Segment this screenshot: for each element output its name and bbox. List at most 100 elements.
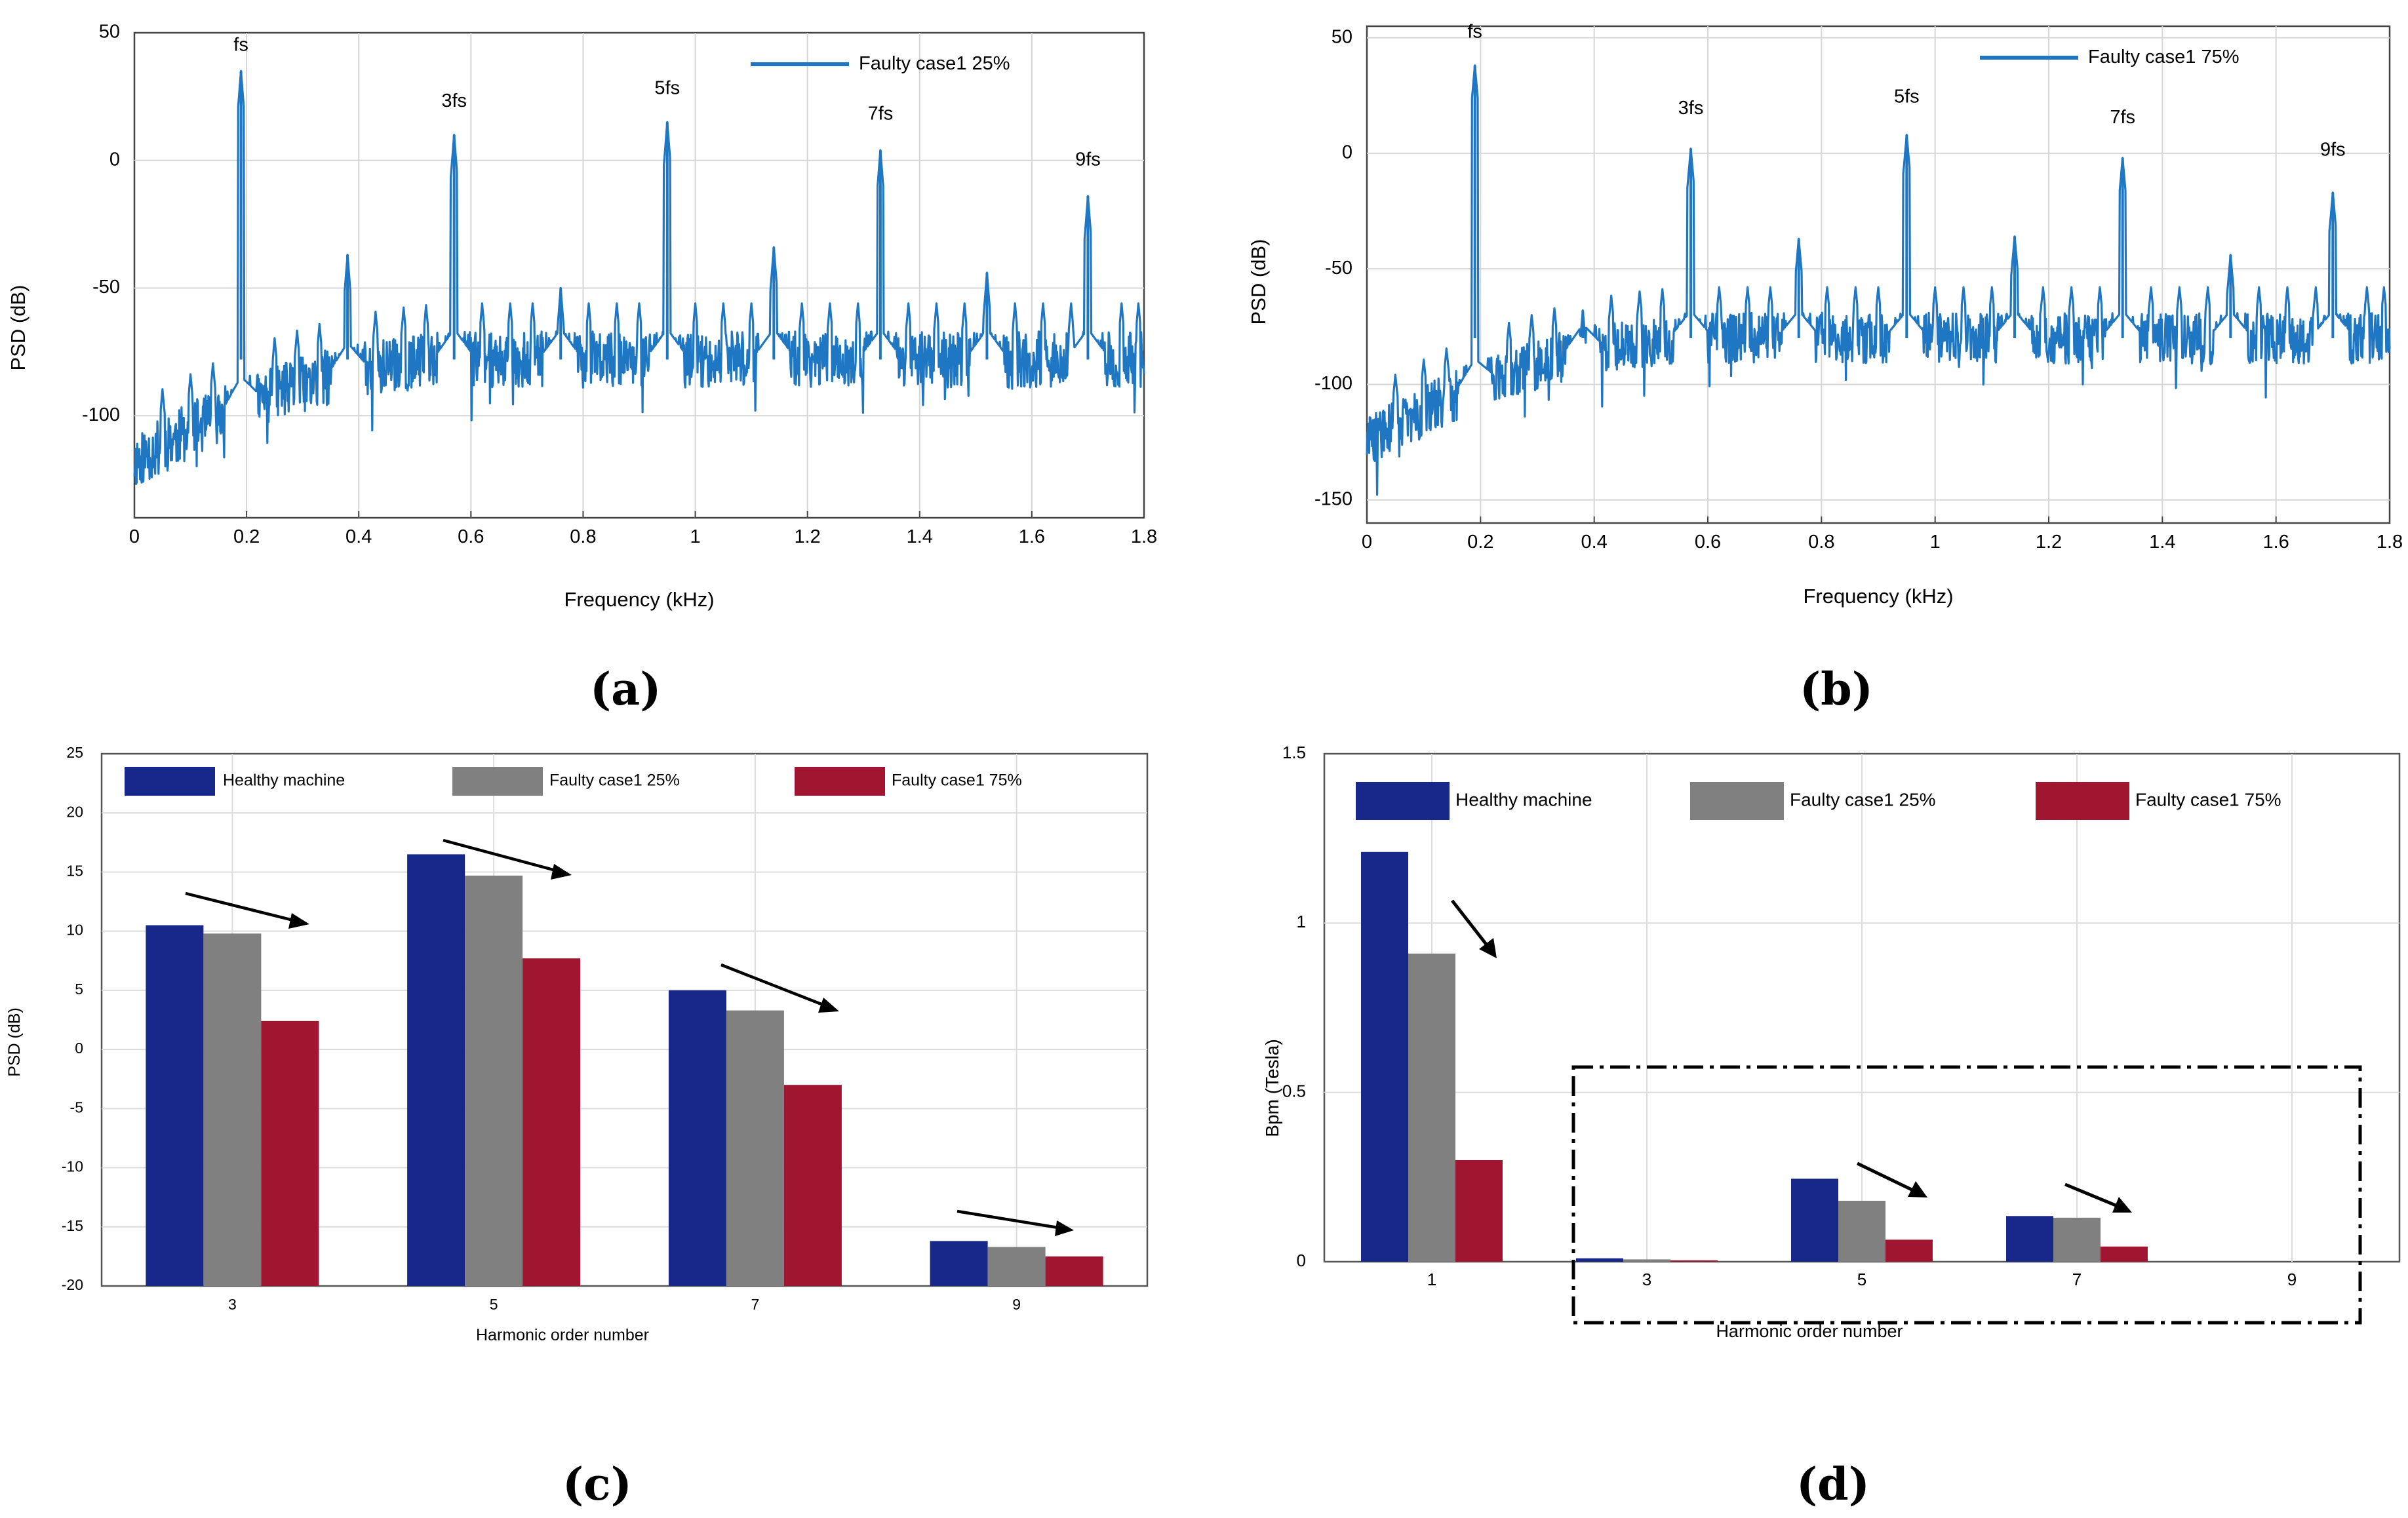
bar-faulty-case1-25--h3	[203, 933, 262, 1286]
trend-arrowhead	[288, 913, 309, 929]
y-tick-label: 5	[75, 981, 83, 998]
trend-arrowhead	[551, 864, 572, 880]
y-tick-label: 50	[1332, 26, 1352, 47]
legend: Healthy machine Faulty case1 25% Faulty …	[1356, 782, 2281, 820]
x-tick-label: 0	[1362, 532, 1372, 553]
legend-swatch	[125, 767, 215, 796]
panel-a-psd-25: 0 0.2 0.4 0.6 0.8 1 1.2 1.4 1.6 1.8 50 0 -50 -100 fs 3…	[7, 22, 1157, 716]
x-tick-label: 1.6	[1019, 526, 1045, 547]
bar-faulty-case1-75--h3	[1670, 1260, 1718, 1262]
y-axis-label: Bpm (Tesla)	[1262, 1039, 1282, 1137]
x-tick-label: 0.4	[345, 526, 372, 547]
trend-arrow	[720, 963, 829, 1009]
legend-label: Faulty case1 75%	[892, 771, 1022, 790]
x-tick-label: 1.2	[2036, 532, 2062, 553]
x-tick-label: 1.4	[2149, 532, 2175, 553]
bar-healthy-machine-h1	[1361, 851, 1408, 1262]
legend-label: Faulty case1 25%	[549, 771, 680, 790]
y-tick-label: 1	[1297, 912, 1306, 931]
bar-faulty-case1-75--h7	[783, 1085, 842, 1286]
x-axis-label: Harmonic order number	[1716, 1321, 1903, 1341]
bar-healthy-machine-h9	[930, 1241, 988, 1286]
x-tick-label: 0.2	[233, 526, 260, 547]
x-tick-label: 5	[1857, 1270, 1866, 1289]
y-tick-label: -50	[1325, 258, 1352, 279]
trend-arrowhead	[818, 998, 839, 1013]
spectrum-line	[133, 69, 1145, 485]
x-tick-label: 3	[228, 1296, 237, 1313]
x-tick-label: 5	[490, 1296, 498, 1313]
panel-b-psd-75: 0 0.2 0.4 0.6 0.8 1 1.2 1.4 1.6 1.8 50 0 -50 -100 -150…	[1247, 22, 2403, 716]
spectrum-line	[1366, 64, 2391, 496]
bar-faulty-case1-25--h3	[1623, 1259, 1670, 1262]
trend-arrowhead	[1055, 1220, 1074, 1236]
harmonic-label: 5fs	[1894, 86, 1920, 107]
panel-caption: (d)	[1796, 1458, 1870, 1511]
y-axis-label: PSD (dB)	[1247, 239, 1270, 325]
x-tick-label: 0.2	[1467, 532, 1493, 553]
x-tick-label: 1.6	[2263, 532, 2289, 553]
panel-d-harmonic-bpm: 1 3 5 7 9 1.5 1 0.5 0 Healthy machine Faulty cas…	[1262, 743, 2401, 1511]
y-tick-label: -10	[62, 1158, 83, 1175]
bar-faulty-case1-75--h1	[1455, 1160, 1503, 1262]
legend-label: Faulty case1 75%	[2088, 47, 2240, 68]
y-axis-label: PSD (dB)	[7, 285, 30, 371]
legend-swatch	[795, 767, 885, 796]
bar-faulty-case1-25--h5	[1838, 1201, 1885, 1262]
plot-frame	[1366, 25, 2391, 524]
y-tick-label: 1.5	[1282, 743, 1306, 762]
harmonic-label: 3fs	[1678, 98, 1704, 119]
panel-caption: (a)	[590, 663, 661, 716]
bar-faulty-case1-75--h9	[1045, 1256, 1103, 1286]
bar-healthy-machine-h7	[668, 990, 726, 1286]
harmonic-label: 9fs	[1075, 149, 1101, 170]
y-tick-label: 0.5	[1282, 1081, 1306, 1101]
y-tick-label: 0	[1297, 1251, 1306, 1270]
plot-frame	[133, 31, 1145, 519]
x-tick-label: 0.6	[458, 526, 484, 547]
trend-arrow	[2064, 1182, 2120, 1209]
bar-healthy-machine-h5	[407, 854, 465, 1286]
y-tick-label: 50	[99, 22, 120, 43]
spectrum-trace	[133, 69, 1145, 485]
bar-healthy-machine-h5	[1791, 1178, 1838, 1262]
legend-swatch	[1356, 782, 1450, 820]
y-tick-label: -15	[62, 1217, 83, 1234]
harmonic-label: 9fs	[2320, 139, 2346, 160]
x-tick-label: 1	[1427, 1270, 1436, 1289]
x-tick-label: 1	[690, 526, 700, 547]
harmonic-label: 7fs	[2110, 107, 2135, 128]
x-axis-label: Frequency (kHz)	[1803, 585, 1953, 608]
y-axis-label: PSD (dB)	[5, 1007, 24, 1077]
bar-faulty-case1-75--h5	[1885, 1239, 1933, 1262]
axis-ticks: 0 0.2 0.4 0.6 0.8 1 1.2 1.4 1.6 1.8 50 0 -50 -100 -150	[1314, 26, 2403, 553]
x-axis-label: Frequency (kHz)	[564, 588, 714, 611]
legend: Healthy machine Faulty case1 25% Faulty …	[125, 767, 1022, 796]
bar-series	[1361, 851, 2148, 1262]
y-tick-label: -5	[70, 1099, 83, 1116]
x-axis-label: Harmonic order number	[476, 1326, 649, 1344]
axis-ticks: 1 3 5 7 9 1.5 1 0.5 0	[1282, 743, 2297, 1289]
y-tick-label: -100	[1314, 373, 1352, 394]
bar-faulty-case1-25--h1	[1408, 953, 1455, 1262]
legend: Faulty case1 75%	[1980, 47, 2240, 68]
axis-ticks: 0 0.2 0.4 0.6 0.8 1 1.2 1.4 1.6 1.8 50 0 -50 -100	[82, 22, 1157, 547]
x-tick-label: 1	[1930, 532, 1941, 553]
harmonic-label: fs	[1467, 22, 1482, 43]
y-tick-label: 0	[109, 149, 120, 170]
bar-healthy-machine-h3	[1576, 1258, 1623, 1262]
y-tick-label: 0	[1342, 142, 1352, 163]
y-tick-label: 15	[66, 863, 83, 880]
bar-healthy-machine-h7	[2006, 1216, 2053, 1262]
harmonic-label: fs	[233, 34, 248, 55]
legend-label: Faulty case1 75%	[2135, 789, 2281, 809]
x-tick-label: 1.4	[907, 526, 933, 547]
y-tick-label: -50	[92, 277, 120, 298]
trend-arrows	[185, 838, 1074, 1236]
y-tick-label: 0	[75, 1040, 83, 1057]
harmonic-label: 3fs	[441, 90, 467, 111]
bar-faulty-case1-75--h3	[261, 1021, 319, 1286]
bar-faulty-case1-25--h7	[2053, 1217, 2101, 1262]
x-tick-label: 1.2	[795, 526, 821, 547]
x-tick-label: 0.8	[570, 526, 596, 547]
